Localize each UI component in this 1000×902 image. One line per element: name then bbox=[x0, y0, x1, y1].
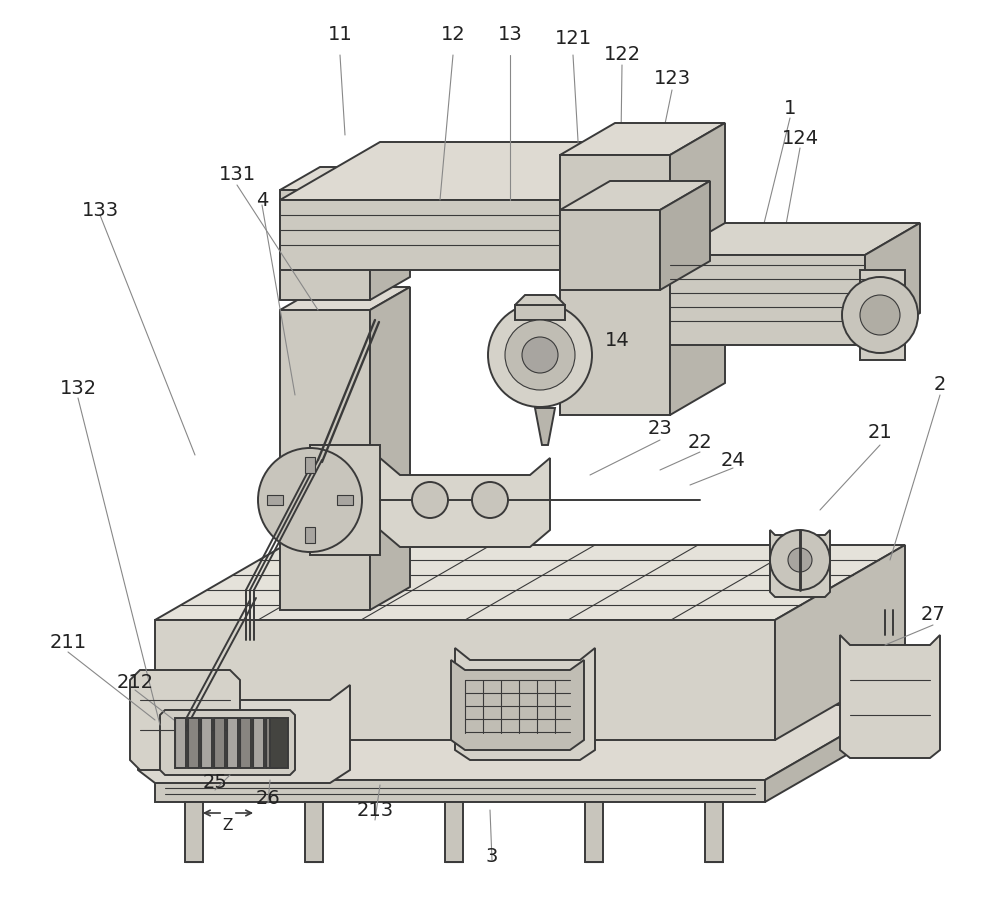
Text: 3: 3 bbox=[486, 846, 498, 866]
Polygon shape bbox=[130, 670, 240, 770]
Polygon shape bbox=[201, 718, 212, 768]
Text: 22: 22 bbox=[688, 432, 712, 452]
Polygon shape bbox=[185, 802, 203, 862]
Polygon shape bbox=[280, 287, 410, 310]
Circle shape bbox=[472, 482, 508, 518]
Polygon shape bbox=[670, 123, 725, 415]
Polygon shape bbox=[535, 408, 555, 445]
Text: 123: 123 bbox=[653, 69, 691, 87]
Text: 21: 21 bbox=[868, 422, 892, 441]
Text: 211: 211 bbox=[49, 632, 87, 651]
Polygon shape bbox=[445, 802, 463, 862]
Polygon shape bbox=[380, 458, 550, 547]
Polygon shape bbox=[860, 270, 905, 360]
Bar bbox=[305, 457, 315, 473]
Text: 11: 11 bbox=[328, 25, 352, 44]
Polygon shape bbox=[280, 310, 370, 610]
Polygon shape bbox=[705, 802, 723, 862]
Polygon shape bbox=[515, 295, 565, 305]
Polygon shape bbox=[670, 255, 865, 345]
Polygon shape bbox=[214, 718, 225, 768]
Text: Y: Y bbox=[620, 271, 628, 285]
Text: 124: 124 bbox=[781, 128, 819, 148]
Text: 25: 25 bbox=[203, 772, 227, 791]
Polygon shape bbox=[560, 181, 710, 210]
Polygon shape bbox=[227, 718, 238, 768]
Polygon shape bbox=[155, 780, 765, 802]
Text: 13: 13 bbox=[498, 25, 522, 44]
Circle shape bbox=[860, 295, 900, 335]
Text: 212: 212 bbox=[116, 673, 154, 692]
Text: 1: 1 bbox=[784, 98, 796, 117]
Polygon shape bbox=[370, 167, 410, 300]
Text: 132: 132 bbox=[59, 379, 97, 398]
Polygon shape bbox=[280, 190, 370, 300]
Polygon shape bbox=[455, 648, 595, 760]
Circle shape bbox=[770, 530, 830, 590]
Text: 12: 12 bbox=[441, 25, 465, 44]
Circle shape bbox=[258, 448, 362, 552]
Text: 213: 213 bbox=[356, 800, 394, 820]
Polygon shape bbox=[138, 685, 350, 783]
Polygon shape bbox=[560, 123, 725, 155]
Polygon shape bbox=[310, 445, 380, 555]
Circle shape bbox=[488, 303, 592, 407]
Polygon shape bbox=[451, 660, 584, 750]
Polygon shape bbox=[280, 142, 660, 200]
Bar bbox=[267, 495, 283, 505]
Circle shape bbox=[522, 337, 558, 373]
Bar bbox=[305, 527, 315, 543]
Polygon shape bbox=[155, 705, 895, 780]
Text: 131: 131 bbox=[218, 165, 256, 185]
Text: 121: 121 bbox=[554, 29, 592, 48]
Polygon shape bbox=[560, 142, 660, 270]
Text: 2: 2 bbox=[934, 375, 946, 394]
Polygon shape bbox=[765, 705, 895, 802]
Polygon shape bbox=[280, 200, 560, 270]
Polygon shape bbox=[840, 635, 940, 758]
Text: 14: 14 bbox=[605, 330, 629, 349]
Circle shape bbox=[412, 482, 448, 518]
Polygon shape bbox=[240, 718, 251, 768]
Text: 23: 23 bbox=[648, 419, 672, 437]
Polygon shape bbox=[305, 802, 323, 862]
Polygon shape bbox=[865, 223, 920, 345]
Polygon shape bbox=[155, 545, 905, 620]
Text: 122: 122 bbox=[603, 45, 641, 65]
Circle shape bbox=[788, 548, 812, 572]
Polygon shape bbox=[775, 545, 905, 740]
Text: 4: 4 bbox=[256, 190, 268, 209]
Text: 26: 26 bbox=[256, 788, 280, 807]
Polygon shape bbox=[266, 718, 277, 768]
Polygon shape bbox=[160, 710, 295, 775]
Polygon shape bbox=[670, 223, 920, 255]
Polygon shape bbox=[770, 530, 830, 597]
Polygon shape bbox=[370, 287, 410, 610]
Text: Z: Z bbox=[223, 818, 233, 833]
Text: 27: 27 bbox=[921, 605, 945, 624]
Polygon shape bbox=[270, 718, 288, 768]
Polygon shape bbox=[280, 167, 410, 190]
Polygon shape bbox=[660, 181, 710, 290]
Polygon shape bbox=[515, 305, 565, 320]
Bar bbox=[337, 495, 353, 505]
Circle shape bbox=[842, 277, 918, 353]
Text: 133: 133 bbox=[81, 200, 119, 219]
Polygon shape bbox=[585, 802, 603, 862]
Polygon shape bbox=[188, 718, 199, 768]
Polygon shape bbox=[253, 718, 264, 768]
Polygon shape bbox=[155, 620, 775, 740]
Polygon shape bbox=[560, 210, 660, 290]
Text: 24: 24 bbox=[721, 450, 745, 470]
Circle shape bbox=[505, 320, 575, 390]
Polygon shape bbox=[175, 718, 186, 768]
Polygon shape bbox=[560, 155, 670, 415]
